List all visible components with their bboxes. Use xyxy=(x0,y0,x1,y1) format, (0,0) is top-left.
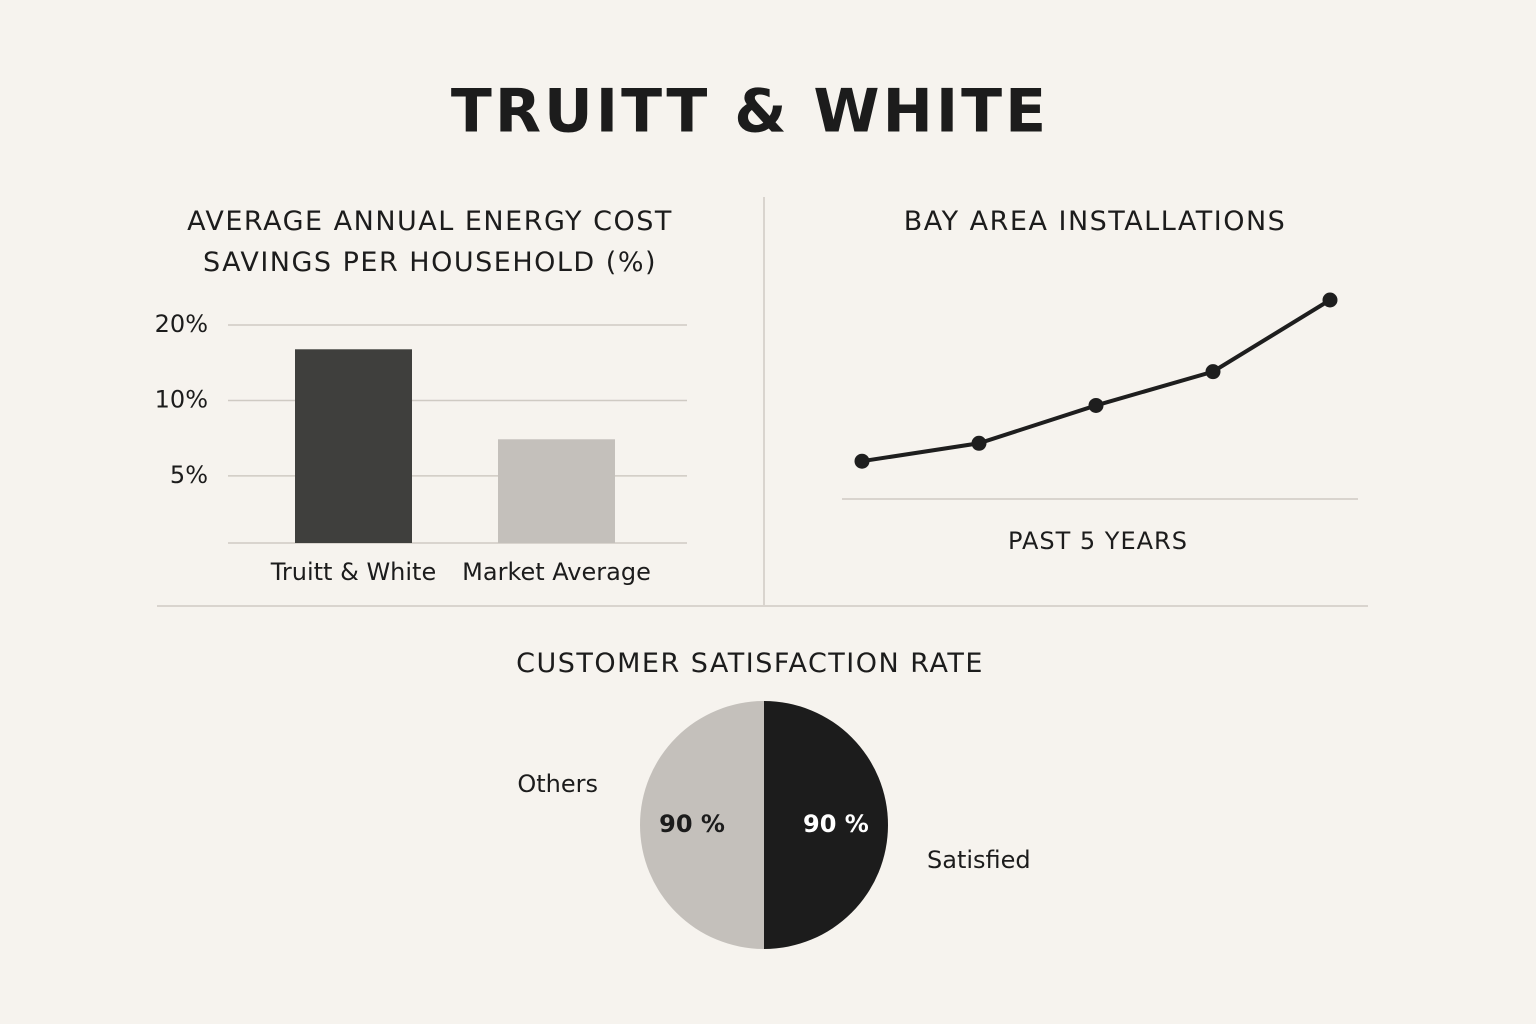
data-label: 90 % xyxy=(659,810,725,838)
y-tick-label: 10% xyxy=(155,385,208,413)
marker xyxy=(971,435,987,451)
x-tick-label: Truitt & White xyxy=(270,558,436,586)
x-tick-label: Market Average xyxy=(462,558,651,586)
marker xyxy=(1322,292,1338,308)
bar xyxy=(498,439,615,543)
marker xyxy=(1205,364,1221,380)
pie-slice xyxy=(764,701,888,949)
page-title: TRUITT & WHITE xyxy=(451,77,1049,147)
marker xyxy=(854,453,870,469)
x-axis-label: PAST 5 YEARS xyxy=(1008,527,1188,555)
chart-title: AVERAGE ANNUAL ENERGY COST SAVINGS PER H… xyxy=(187,206,673,278)
line xyxy=(861,298,1332,464)
pie-slice xyxy=(640,701,764,949)
legend-label: Others xyxy=(517,770,598,798)
chart-title: CUSTOMER SATISFACTION RATE xyxy=(516,648,984,679)
y-tick-label: 20% xyxy=(155,310,208,338)
bar xyxy=(295,349,412,543)
data-label: 90 % xyxy=(803,810,869,838)
marker xyxy=(1088,397,1104,413)
chart-title: BAY AREA INSTALLATIONS xyxy=(903,206,1287,237)
y-tick-label: 5% xyxy=(170,461,208,489)
legend-label: Satisfied xyxy=(927,846,1031,874)
